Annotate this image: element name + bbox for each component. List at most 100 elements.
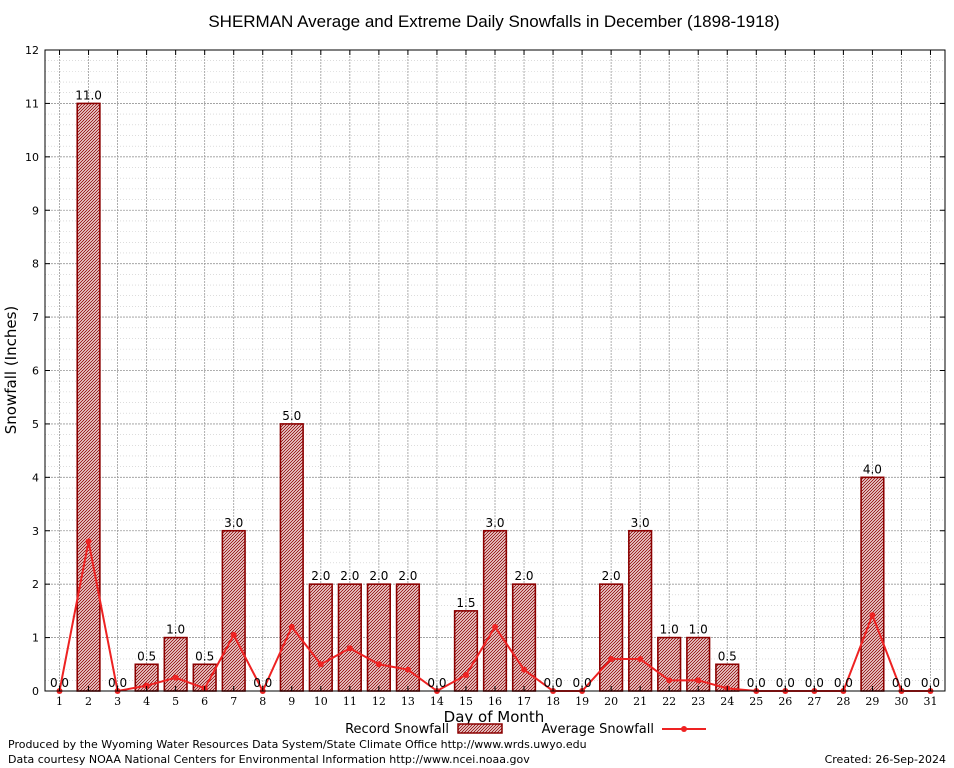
bar-series [76, 102, 885, 692]
x-tick-label: 3 [114, 695, 121, 708]
x-tick-label: 22 [662, 695, 676, 708]
data-label-day-24: 0.5 [718, 649, 737, 663]
data-label-day-16: 3.0 [485, 516, 504, 530]
data-label-day-1: 0.0 [50, 676, 69, 690]
legend-label-average: Average Snowfall [542, 722, 654, 737]
data-label-day-15: 1.5 [456, 596, 475, 610]
x-tick-label: 4 [143, 695, 150, 708]
x-tick-label: 13 [401, 695, 415, 708]
average-point-day-7 [230, 631, 237, 638]
x-tick-label: 31 [923, 695, 937, 708]
data-label-day-30: 0.0 [892, 676, 911, 690]
data-label-day-26: 0.0 [776, 676, 795, 690]
data-label-day-7: 3.0 [224, 516, 243, 530]
legend-label-record: Record Snowfall [345, 722, 449, 737]
x-tick-label: 28 [836, 695, 850, 708]
average-point-day-13 [404, 666, 411, 673]
data-label-day-20: 2.0 [602, 569, 621, 583]
data-label-day-22: 1.0 [660, 623, 679, 637]
data-label-day-31: 0.0 [921, 676, 940, 690]
y-tick-label: 2 [32, 578, 39, 591]
bar-day-7 [221, 529, 246, 692]
data-label-day-11: 2.0 [340, 569, 359, 583]
bar-day-10 [308, 583, 333, 692]
x-tick-label: 1 [56, 695, 63, 708]
legend-marker-average [681, 726, 687, 732]
data-label-day-12: 2.0 [369, 569, 388, 583]
x-tick-label: 19 [575, 695, 589, 708]
x-tick-label: 8 [259, 695, 266, 708]
bar-day-9 [279, 423, 304, 692]
footer-credit-noaa: Data courtesy NOAA National Centers for … [8, 753, 530, 766]
average-point-day-11 [346, 645, 353, 652]
x-tick-label: 29 [865, 695, 879, 708]
data-label-day-14: 0.0 [427, 676, 446, 690]
data-label-day-27: 0.0 [805, 676, 824, 690]
x-tick-label: 18 [546, 695, 560, 708]
x-tick-label: 7 [230, 695, 237, 708]
x-tick-label: 6 [201, 695, 208, 708]
bar-day-21 [628, 529, 653, 692]
average-point-day-12 [375, 661, 382, 668]
data-label-day-5: 1.0 [166, 623, 185, 637]
data-label-day-8: 0.0 [253, 676, 272, 690]
x-tick-label: 17 [517, 695, 531, 708]
x-tick-label: 24 [720, 695, 734, 708]
legend-swatch-record [457, 723, 503, 734]
x-tick-label: 30 [894, 695, 908, 708]
data-label-day-13: 2.0 [398, 569, 417, 583]
average-point-day-5 [172, 674, 179, 681]
data-label-day-21: 3.0 [631, 516, 650, 530]
average-point-day-16 [492, 623, 498, 630]
x-tick-label: 26 [778, 695, 792, 708]
x-tick-label: 5 [172, 695, 179, 708]
average-point-day-10 [317, 661, 324, 668]
x-tick-label: 11 [343, 695, 357, 708]
bar-day-29 [860, 476, 885, 692]
y-tick-label: 6 [32, 365, 39, 378]
average-point-day-2 [85, 538, 92, 545]
data-label-day-25: 0.0 [747, 676, 766, 690]
y-tick-label: 1 [32, 632, 39, 645]
average-point-day-29 [869, 612, 876, 619]
x-tick-label: 15 [459, 695, 473, 708]
average-point-day-17 [521, 666, 528, 673]
y-tick-label: 12 [25, 44, 39, 57]
data-label-day-3: 0.0 [108, 676, 127, 690]
data-label-day-23: 1.0 [689, 623, 708, 637]
y-tick-label: 4 [32, 471, 39, 484]
x-tick-label: 27 [807, 695, 821, 708]
x-tick-label: 12 [372, 695, 386, 708]
chart-title: SHERMAN Average and Extreme Daily Snowfa… [208, 12, 779, 31]
data-label-day-10: 2.0 [311, 569, 330, 583]
average-point-day-23 [695, 677, 702, 684]
average-point-day-21 [637, 655, 644, 662]
bar-day-20 [599, 583, 624, 692]
plot-frame [44, 49, 946, 692]
y-tick-label: 5 [32, 418, 39, 431]
x-tick-label: 9 [288, 695, 295, 708]
bar-day-5 [163, 636, 188, 692]
bar-day-2 [76, 102, 101, 692]
y-tick-label: 7 [32, 311, 39, 324]
x-tick-label: 20 [604, 695, 618, 708]
data-label-day-28: 0.0 [834, 676, 853, 690]
average-point-day-20 [608, 655, 615, 662]
average-point-day-15 [462, 671, 469, 678]
y-tick-label: 3 [32, 525, 39, 538]
y-tick-label: 10 [25, 151, 39, 164]
bar-day-11 [337, 583, 362, 692]
footer-credit-wrds: Produced by the Wyoming Water Resources … [8, 738, 587, 751]
bar-day-16 [482, 529, 508, 692]
y-tick-label: 11 [25, 97, 39, 110]
average-point-day-9 [288, 623, 295, 630]
x-tick-label: 10 [314, 695, 328, 708]
average-point-day-22 [666, 677, 673, 684]
legend: Record Snowfall Average Snowfall [345, 722, 706, 737]
bar-day-12 [366, 583, 391, 692]
data-label-day-9: 5.0 [282, 409, 301, 423]
x-axis: 1 2 3 4 5 6 7 8 9 10 11 12 13 14 15 16 17 18 19 20 21 22 23 24 2… [56, 50, 937, 708]
x-tick-label: 14 [430, 695, 444, 708]
y-tick-label: 0 [32, 685, 39, 698]
